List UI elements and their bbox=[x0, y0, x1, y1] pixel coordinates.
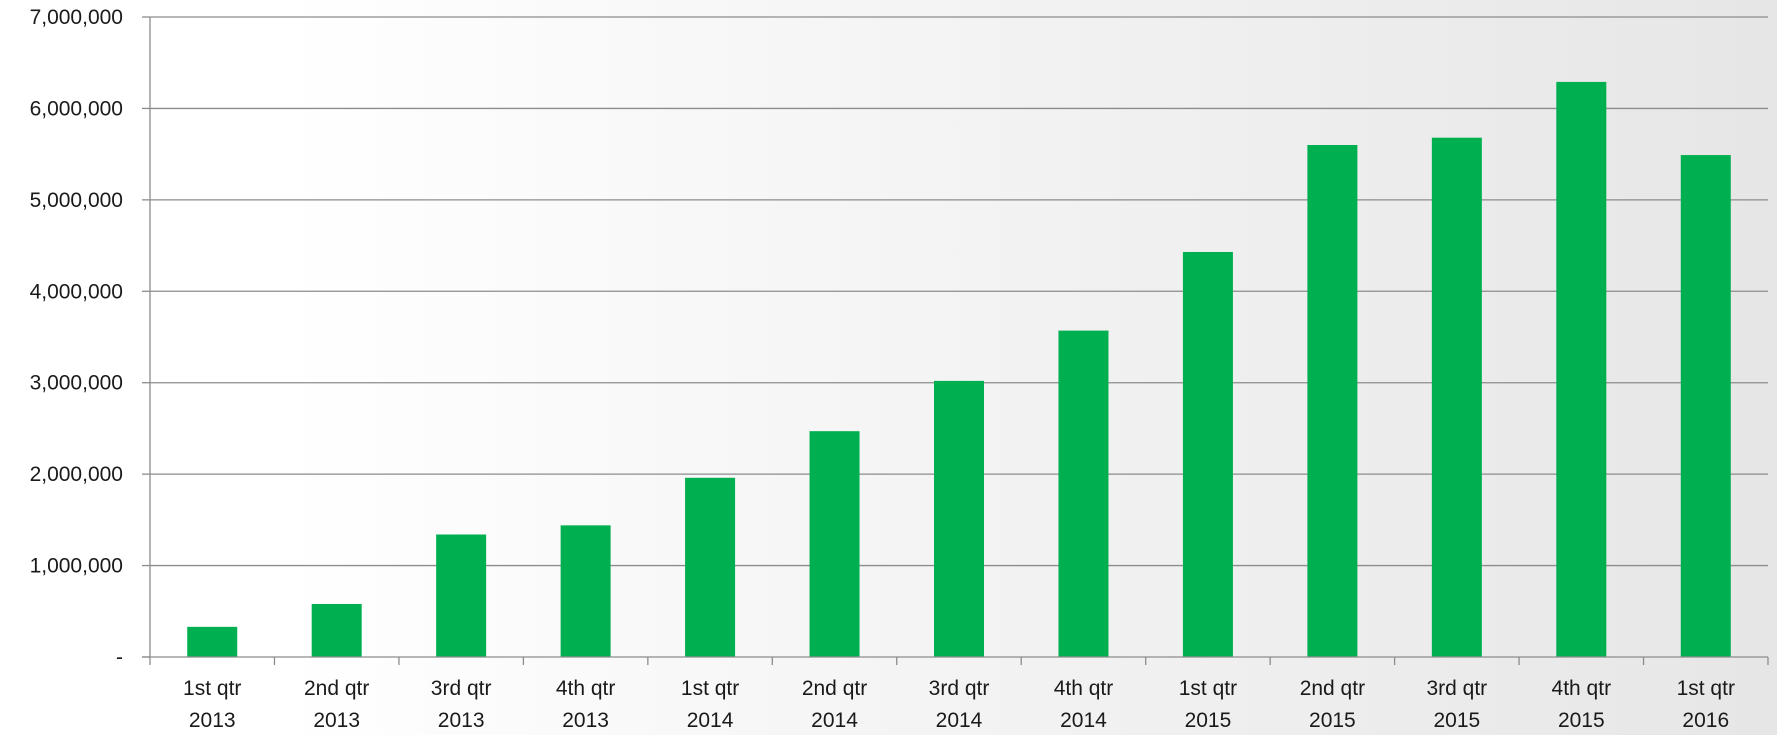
y-tick-label: 1,000,000 bbox=[30, 555, 123, 578]
x-tick-label-line: 2nd qtr bbox=[1300, 677, 1365, 700]
x-tick-label: 3rd qtr 2014 bbox=[929, 677, 990, 732]
y-tick-label: 7,000,000 bbox=[30, 6, 123, 29]
x-tick-label-line: 2014 bbox=[936, 709, 983, 732]
x-tick-label-line: 2nd qtr bbox=[304, 677, 369, 700]
x-tick-label-line: 3rd qtr bbox=[929, 677, 990, 700]
x-tick-label-line: 2016 bbox=[1682, 709, 1729, 732]
x-tick-label-line: 1st qtr bbox=[1179, 677, 1237, 700]
x-tick-label-line: 2014 bbox=[1060, 709, 1107, 732]
x-tick-label: 3rd qtr 2015 bbox=[1426, 677, 1487, 732]
y-tick-label: 5,000,000 bbox=[30, 189, 123, 212]
bar bbox=[1556, 81, 1607, 657]
y-tick-label: 4,000,000 bbox=[30, 280, 123, 303]
bar bbox=[1431, 137, 1482, 657]
x-tick-label-line: 1st qtr bbox=[681, 677, 739, 700]
axes bbox=[142, 16, 1769, 665]
x-tick-label-line: 1st qtr bbox=[1677, 677, 1735, 700]
x-tick-label-line: 2013 bbox=[189, 709, 236, 732]
bar bbox=[311, 603, 362, 657]
x-tick-label: 2nd qtr 2014 bbox=[802, 677, 867, 732]
x-tick-label-line: 3rd qtr bbox=[1426, 677, 1487, 700]
x-tick-label: 2nd qtr 2013 bbox=[304, 677, 369, 732]
x-tick-label: 4th qtr 2013 bbox=[556, 677, 616, 732]
bar bbox=[685, 477, 736, 657]
x-tick-label: 1st qtr 2016 bbox=[1677, 677, 1735, 732]
x-tick-label-line: 2nd qtr bbox=[802, 677, 867, 700]
y-tick-label: 6,000,000 bbox=[30, 97, 123, 120]
x-tick-label-line: 4th qtr bbox=[1054, 677, 1114, 700]
x-tick-label-line: 2013 bbox=[562, 709, 609, 732]
x-tick-label-line: 2015 bbox=[1433, 709, 1480, 732]
x-tick-label: 4th qtr 2015 bbox=[1552, 677, 1612, 732]
x-tick-label-line: 2014 bbox=[811, 709, 858, 732]
bar bbox=[934, 380, 984, 657]
x-tick-label: 3rd qtr 2013 bbox=[431, 677, 492, 732]
x-tick-label-line: 4th qtr bbox=[556, 677, 616, 700]
bar bbox=[560, 525, 611, 657]
x-tick-label: 1st qtr 2015 bbox=[1179, 677, 1237, 732]
bar bbox=[187, 626, 238, 657]
x-tick-label-line: 3rd qtr bbox=[431, 677, 492, 700]
bar bbox=[1182, 251, 1233, 657]
y-tick-label: 2,000,000 bbox=[30, 463, 123, 486]
x-tick-label-line: 2013 bbox=[313, 709, 360, 732]
bar bbox=[1680, 155, 1731, 658]
x-tick-label-line: 4th qtr bbox=[1552, 677, 1612, 700]
x-tick-label-line: 2014 bbox=[687, 709, 734, 732]
bar bbox=[1058, 330, 1109, 657]
x-tick-label: 2nd qtr 2015 bbox=[1300, 677, 1365, 732]
x-tick-label-line: 1st qtr bbox=[183, 677, 241, 700]
y-tick-label: - bbox=[116, 646, 123, 669]
x-tick-label: 1st qtr 2013 bbox=[183, 677, 241, 732]
x-tick-label-line: 2015 bbox=[1185, 709, 1232, 732]
x-tick-label: 4th qtr 2014 bbox=[1054, 677, 1114, 732]
bar bbox=[1307, 145, 1358, 657]
x-tick-label-line: 2013 bbox=[438, 709, 485, 732]
y-tick-label: 3,000,000 bbox=[30, 372, 123, 395]
x-tick-label-line: 2015 bbox=[1309, 709, 1356, 732]
x-tick-label-line: 2015 bbox=[1558, 709, 1605, 732]
bar bbox=[436, 534, 487, 657]
bar bbox=[809, 431, 860, 657]
y-tick-labels: - 1,000,000 2,000,000 3,000,000 4,000,000 5,0… bbox=[30, 6, 123, 669]
x-tick-label: 1st qtr 2014 bbox=[681, 677, 739, 732]
bars bbox=[187, 81, 1731, 658]
